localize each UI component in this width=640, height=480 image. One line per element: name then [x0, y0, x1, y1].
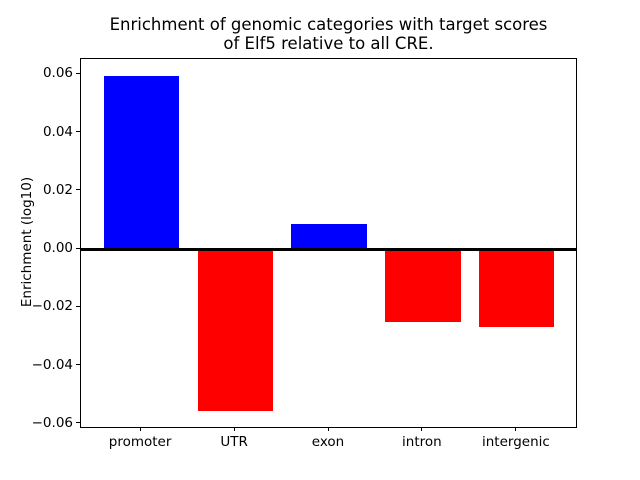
y-tick-mark	[76, 422, 80, 424]
y-tick-mark	[76, 189, 80, 191]
y-tick-label: 0.04	[42, 123, 73, 140]
x-tick-label-intergenic: intergenic	[481, 434, 550, 450]
y-tick-label: 0.06	[42, 65, 73, 82]
bar-intron	[385, 249, 461, 322]
x-tick-label-intron: intron	[402, 434, 442, 450]
x-tick-mark	[327, 427, 329, 431]
x-tick-mark	[139, 427, 141, 431]
x-tick-mark	[515, 427, 517, 431]
y-tick-label: 0.02	[42, 181, 73, 198]
y-tick-label: −0.06	[31, 414, 73, 431]
plot-area	[80, 58, 577, 428]
bar-intergenic	[479, 249, 555, 328]
y-tick-mark	[76, 72, 80, 74]
x-tick-label-promoter: promoter	[108, 434, 172, 450]
zero-line	[81, 247, 577, 251]
y-tick-mark	[76, 247, 80, 249]
x-tick-label-UTR: UTR	[220, 434, 248, 450]
bar-exon	[291, 224, 367, 250]
y-tick-label: −0.02	[31, 298, 73, 315]
x-tick-label-exon: exon	[311, 434, 345, 450]
y-tick-mark	[76, 364, 80, 366]
x-tick-mark	[421, 427, 423, 431]
x-tick-mark	[233, 427, 235, 431]
y-tick-label: 0.00	[42, 240, 73, 257]
chart-title: Enrichment of genomic categories with ta…	[109, 15, 548, 54]
y-tick-mark	[76, 131, 80, 133]
y-tick-label: −0.04	[31, 356, 73, 373]
bar-promoter	[103, 75, 179, 250]
bar-UTR	[197, 249, 273, 412]
y-tick-mark	[76, 305, 80, 307]
